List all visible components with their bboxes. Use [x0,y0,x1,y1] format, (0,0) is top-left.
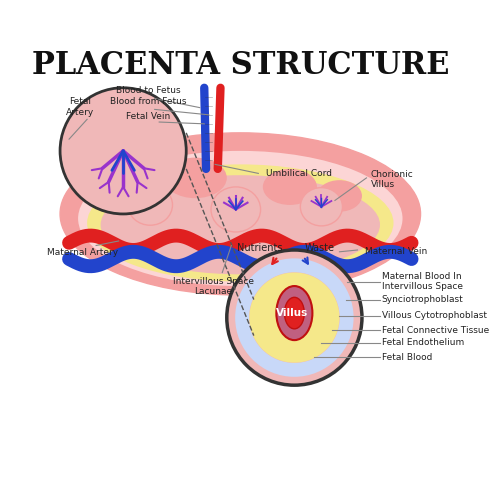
Text: Umbilical Cord: Umbilical Cord [266,169,332,178]
Circle shape [60,88,186,214]
Text: Intervillous Space
Lacunae: Intervillous Space Lacunae [173,277,254,296]
Circle shape [227,250,362,385]
Text: Villus: Villus [276,308,308,318]
Text: Maternal Blood In
Intervillous Space: Maternal Blood In Intervillous Space [382,272,463,291]
Text: Nutrients: Nutrients [238,242,283,252]
Text: Maternal Artery: Maternal Artery [47,248,118,257]
Text: Villous Cytotrophoblast: Villous Cytotrophoblast [382,312,487,320]
Text: PLACENTA STRUCTURE: PLACENTA STRUCTURE [32,50,449,81]
Ellipse shape [263,169,317,205]
Ellipse shape [78,151,402,286]
Text: Fetal Endothelium: Fetal Endothelium [382,338,464,347]
Circle shape [250,272,340,362]
Text: Synciotrophoblast: Synciotrophoblast [382,295,464,304]
Ellipse shape [284,298,304,329]
Ellipse shape [164,158,227,198]
Ellipse shape [87,164,394,282]
Text: Fetal Blood: Fetal Blood [382,352,432,362]
Text: Fetal Connective Tissue: Fetal Connective Tissue [382,326,489,334]
Ellipse shape [300,188,343,226]
Text: Blood from Fetus: Blood from Fetus [110,97,186,106]
Text: Chorionic
Villus: Chorionic Villus [371,170,414,190]
Ellipse shape [317,180,362,212]
Ellipse shape [276,286,312,340]
Text: Fetal
Artery: Fetal Artery [66,97,94,116]
Ellipse shape [128,184,172,225]
Text: Blood to Fetus: Blood to Fetus [116,86,180,95]
Text: Fetal Vein: Fetal Vein [126,112,170,121]
Ellipse shape [100,175,380,274]
Ellipse shape [60,133,420,295]
Ellipse shape [211,187,260,232]
Text: Waste: Waste [304,242,334,252]
Text: Maternal Vein: Maternal Vein [364,248,427,256]
